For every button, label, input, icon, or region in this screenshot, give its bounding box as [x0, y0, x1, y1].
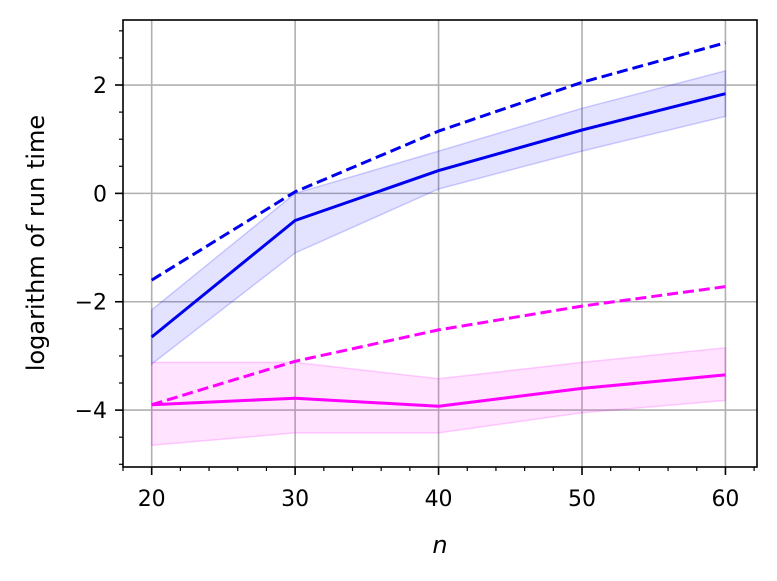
y-axis-label: logarithm of run time	[22, 115, 50, 371]
grid	[123, 20, 757, 467]
x-tick-label: 60	[711, 487, 739, 512]
x-axis-label: n	[432, 531, 447, 559]
x-tick-label: 40	[425, 487, 453, 512]
plot-frame	[122, 19, 758, 468]
series-lines	[150, 41, 726, 408]
series-3-dashed-line	[151, 285, 726, 407]
confidence-bands	[150, 69, 727, 447]
series-2-band	[150, 346, 727, 447]
x-tick-label: 50	[568, 487, 596, 512]
series-0-solid-line	[150, 92, 726, 339]
y-tick-label: 2	[93, 74, 107, 99]
y-tick-label: −4	[75, 399, 107, 424]
axes-frame	[122, 19, 758, 468]
series-1-dashed-line	[150, 41, 726, 282]
y-tick-label: −2	[75, 291, 107, 316]
x-tick-label: 20	[138, 487, 166, 512]
series-0-band	[150, 69, 727, 366]
x-tick-label: 30	[281, 487, 309, 512]
y-tick-label: 0	[93, 182, 107, 207]
ticks	[115, 30, 755, 475]
tick-labels: 20 30 40 50 60 −4 −2 0 2	[75, 74, 740, 512]
series-2-solid-line	[151, 373, 726, 408]
